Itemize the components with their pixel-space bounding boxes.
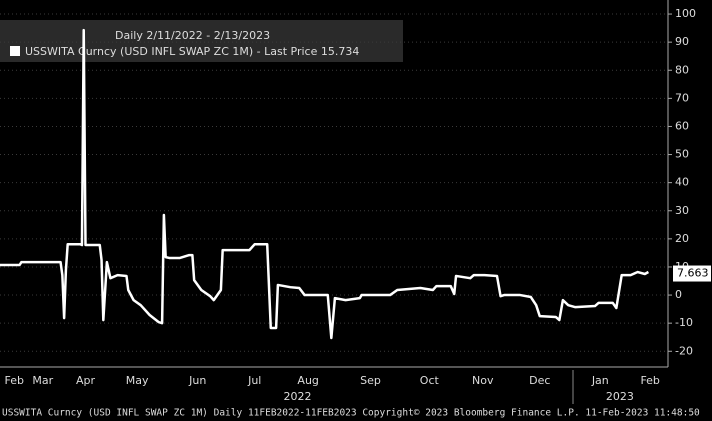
price-line: [0, 28, 650, 340]
y-tick-label: 20: [675, 232, 689, 245]
y-tick-label: -20: [675, 344, 693, 357]
y-tick-label: 50: [675, 148, 689, 161]
x-tick-label: Aug: [297, 374, 318, 387]
x-tick-label: Dec: [529, 374, 550, 387]
x-tick-label: Apr: [76, 374, 96, 387]
legend-entry: USSWITA Curncy (USD INFL SWAP ZC 1M) - L…: [25, 45, 359, 58]
subtitle: Daily 2/11/2022 - 2/13/2023: [115, 29, 270, 42]
x-tick-label: Jan: [591, 374, 609, 387]
last-price-box: [673, 265, 711, 282]
legend-swatch: [10, 46, 20, 56]
legend-box: [0, 20, 403, 62]
y-tick-label: 70: [675, 91, 689, 104]
year-label: 2023: [606, 390, 634, 403]
y-tick-label: -10: [675, 316, 693, 329]
footer: USSWITA Curncy (USD INFL SWAP ZC 1M) Dai…: [2, 408, 700, 419]
y-tick-label: 40: [675, 176, 689, 189]
x-tick-label: Jun: [188, 374, 206, 387]
x-tick-label: Jul: [247, 374, 261, 387]
y-tick-label: 0: [675, 288, 682, 301]
x-tick-label: Sep: [360, 374, 381, 387]
x-tick-label: Feb: [640, 374, 659, 387]
y-tick-label: 80: [675, 63, 689, 76]
y-tick-label: 100: [675, 7, 696, 20]
x-tick-label: Oct: [420, 374, 440, 387]
y-tick-label: 90: [675, 35, 689, 48]
x-tick-label: May: [126, 374, 149, 387]
y-tick-label: 60: [675, 119, 689, 132]
last-price-label: 7.663: [677, 267, 709, 280]
y-tick-label: 30: [675, 204, 689, 217]
x-tick-label: Feb: [5, 374, 24, 387]
year-label: 2022: [283, 390, 311, 403]
x-tick-label: Nov: [472, 374, 494, 387]
x-tick-label: Mar: [32, 374, 53, 387]
